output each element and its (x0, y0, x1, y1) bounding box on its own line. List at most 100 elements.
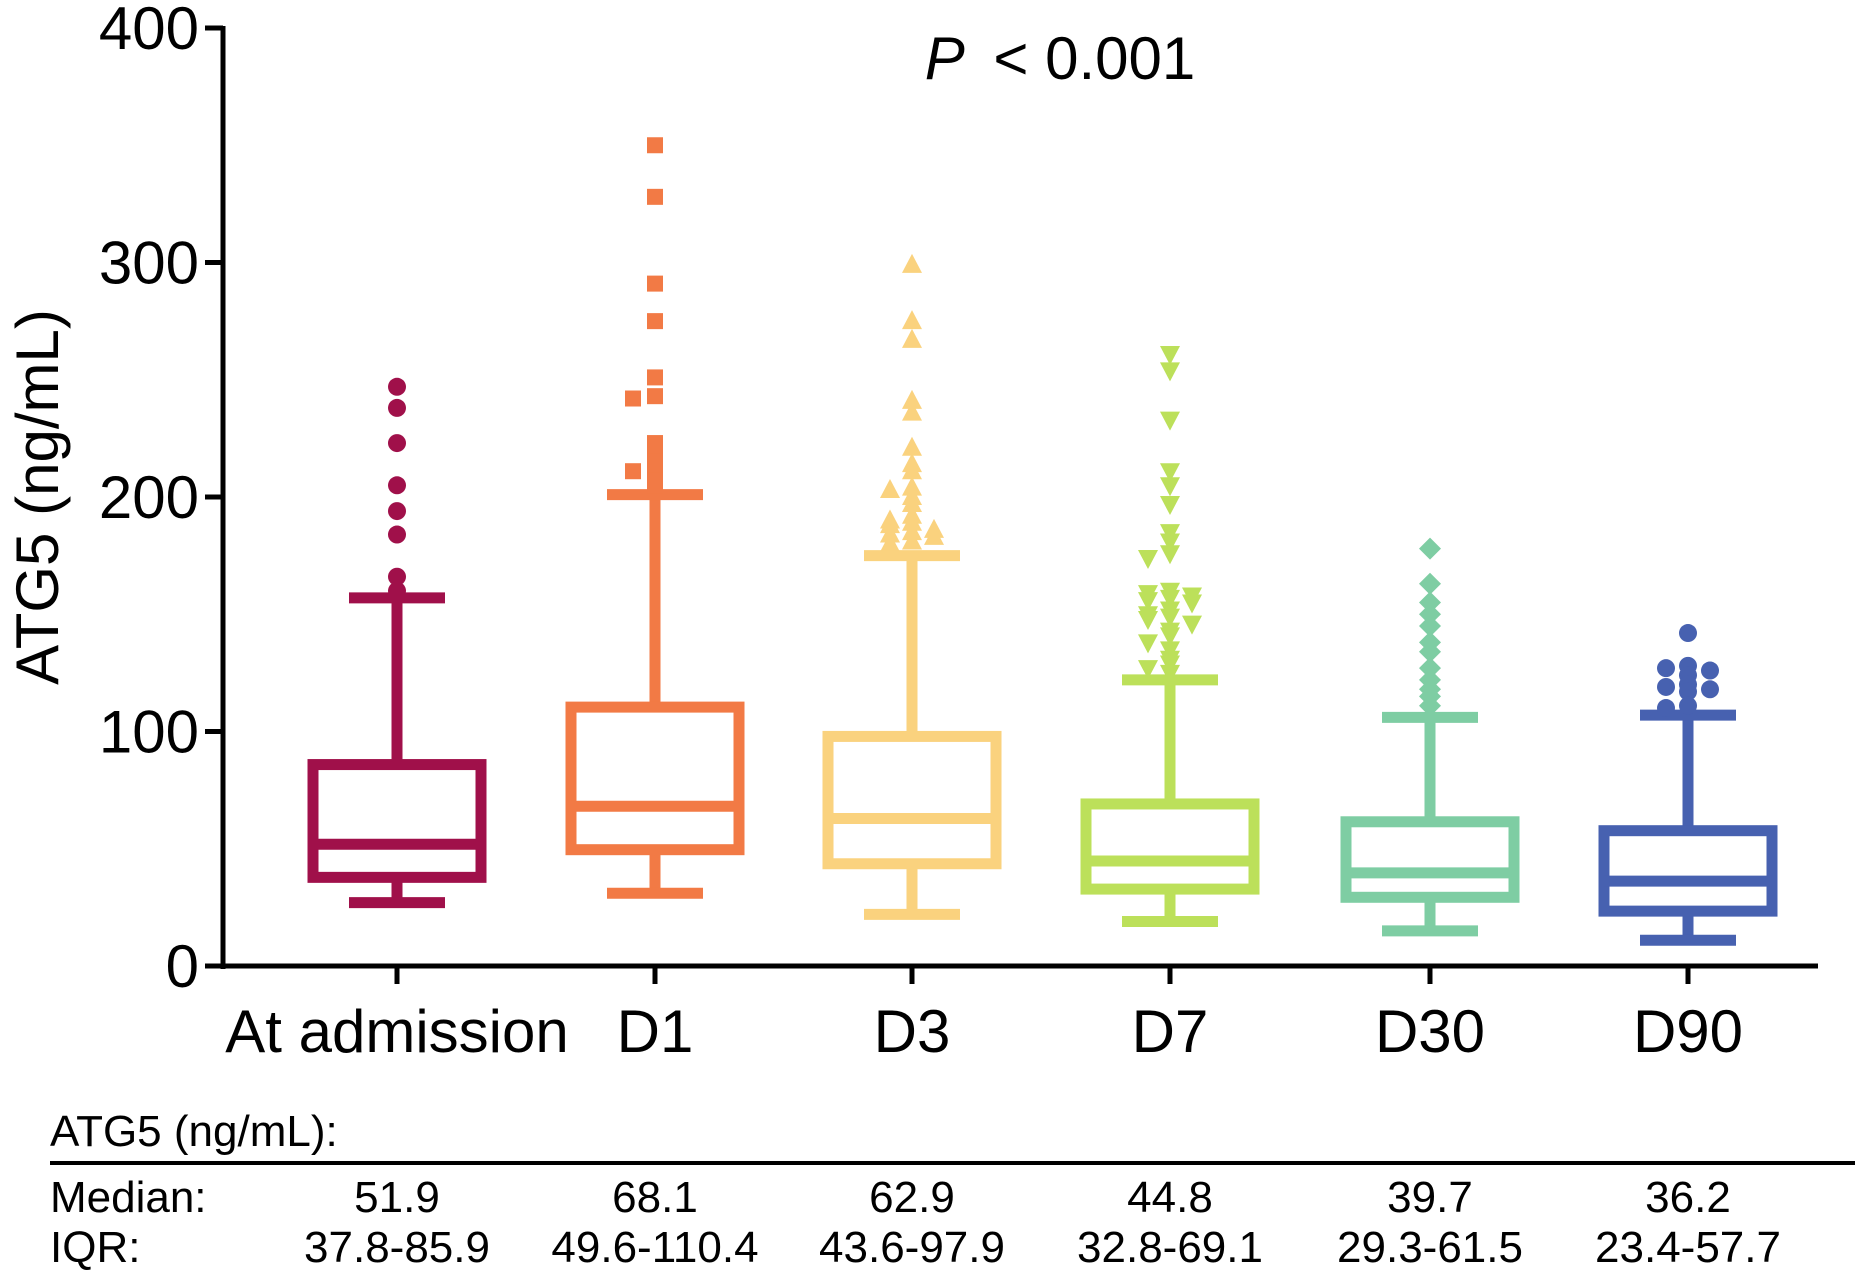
outlier-point (902, 253, 922, 273)
outlier-point (388, 398, 406, 417)
outlier-point (880, 532, 900, 552)
table-cell: 44.8 (1127, 1173, 1213, 1222)
x-category-label: D1 (617, 998, 694, 1065)
outlier-point (1160, 477, 1180, 497)
outlier-point (388, 476, 406, 495)
table-cell: 39.7 (1387, 1173, 1473, 1222)
iqr-box (565, 701, 745, 856)
table-row-label: Median: (50, 1173, 207, 1222)
table-cell: 32.8-69.1 (1077, 1223, 1263, 1272)
outlier-point (647, 137, 663, 154)
outlier-point (388, 434, 406, 453)
outlier-point (1160, 411, 1180, 431)
outlier-point (647, 477, 663, 494)
outlier-point (625, 390, 641, 407)
iqr-box (307, 759, 487, 883)
outlier-point (1138, 610, 1158, 630)
outlier-point (902, 460, 922, 480)
table-cell: 23.4-57.7 (1595, 1223, 1781, 1272)
outlier-point (1160, 463, 1180, 483)
table-row-label: IQR: (50, 1223, 140, 1272)
table-cell: 49.6-110.4 (551, 1223, 758, 1272)
outlier-point (902, 530, 922, 550)
outlier-point (1679, 682, 1697, 701)
table-cell: 62.9 (869, 1173, 955, 1222)
outlier-point (902, 389, 922, 409)
axes: 0 100 200 300 400 ATG5 (ng/mL) P < 0.001 At adm… (4, 0, 1818, 1065)
table-cell: 68.1 (612, 1173, 698, 1222)
outlier-point (647, 439, 663, 456)
y-axis-label: ATG5 (ng/mL) (4, 309, 71, 685)
box-at-admission (307, 377, 487, 909)
summary-table: ATG5 (ng/mL): Median: 51.9 68.1 62.9 44.8 39.7… (50, 1107, 1855, 1272)
box-d90 (1598, 624, 1778, 946)
outlier-point (1679, 624, 1697, 643)
table-cell: 29.3-61.5 (1337, 1223, 1523, 1272)
outlier-point (625, 463, 641, 480)
outlier-point (924, 525, 944, 545)
outlier-point (902, 310, 922, 330)
box-d30 (1340, 537, 1520, 937)
outlier-point (1657, 659, 1675, 678)
outlier-point (1679, 696, 1697, 715)
outlier-point (1657, 677, 1675, 696)
outlier-point (1701, 661, 1719, 680)
y-tick-label: 0 (166, 933, 199, 1000)
outlier-point (1160, 345, 1180, 365)
outlier-point (647, 188, 663, 205)
outlier-point (1138, 592, 1158, 612)
table-cell: 51.9 (354, 1173, 440, 1222)
outlier-point (388, 525, 406, 544)
outlier-point (1182, 615, 1202, 635)
outlier-point (388, 567, 406, 586)
outlier-point (1419, 614, 1441, 637)
outlier-point (902, 436, 922, 456)
table-cell: 43.6-97.9 (819, 1223, 1005, 1272)
outlier-point (1160, 545, 1180, 565)
y-tick-label: 400 (99, 0, 199, 62)
y-tick-label: 300 (99, 230, 199, 297)
outlier-point (647, 388, 663, 405)
outlier-point (902, 328, 922, 348)
outlier-point (1160, 362, 1180, 382)
outlier-point (880, 478, 900, 498)
iqr-box (1598, 825, 1778, 917)
outlier-point (1182, 594, 1202, 614)
outlier-point (388, 502, 406, 521)
x-category-label: D3 (874, 998, 951, 1065)
outlier-point (1138, 634, 1158, 654)
outlier-point (1419, 657, 1441, 680)
outlier-point (1419, 694, 1441, 717)
x-category-label: D30 (1375, 998, 1485, 1065)
table-cell: 36.2 (1645, 1173, 1731, 1222)
outlier-point (647, 369, 663, 386)
outlier-point (1138, 549, 1158, 569)
box-d3 (822, 253, 1002, 920)
outlier-point (1419, 603, 1441, 626)
box-d1 (565, 137, 745, 899)
x-category-label: D7 (1132, 998, 1209, 1065)
table-cell: 37.8-85.9 (304, 1223, 490, 1272)
plot-area (307, 137, 1778, 946)
outlier-point (388, 377, 406, 396)
iqr-box (822, 730, 1002, 870)
table-title: ATG5 (ng/mL): (50, 1107, 338, 1156)
x-category-label: D90 (1633, 998, 1743, 1065)
x-category-label: At admission (225, 998, 568, 1065)
p-value-annotation: P < 0.001 (925, 25, 1196, 92)
outlier-point (1419, 591, 1441, 614)
outlier-point (1138, 660, 1158, 680)
outlier-point (647, 458, 663, 475)
outlier-point (647, 313, 663, 330)
outlier-point (1160, 608, 1180, 628)
outlier-point (1419, 572, 1441, 595)
outlier-point (1160, 627, 1180, 647)
outlier-point (1657, 699, 1675, 718)
outlier-point (1160, 589, 1180, 609)
outlier-point (1701, 680, 1719, 699)
outlier-point (902, 401, 922, 421)
outlier-point (902, 493, 922, 513)
outlier-point (1160, 533, 1180, 553)
outlier-point (1160, 496, 1180, 516)
